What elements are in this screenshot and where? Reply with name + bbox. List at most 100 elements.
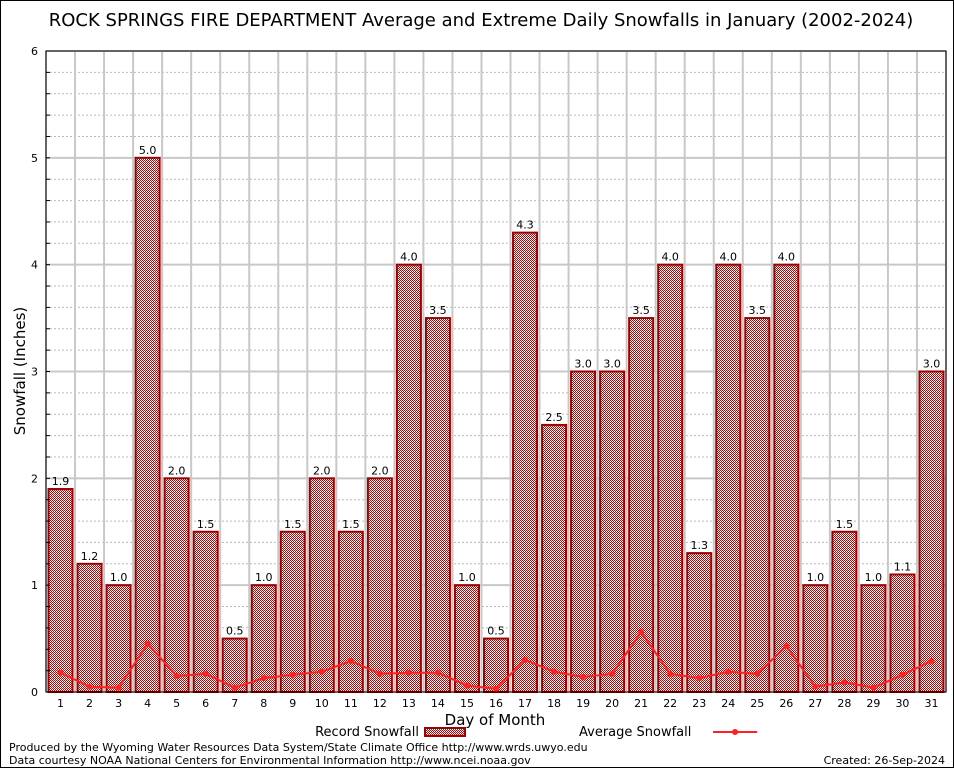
bar-value-label: 3.5 (749, 304, 767, 317)
bar-record-day-21 (628, 317, 655, 693)
bar-record-day-22 (657, 263, 684, 693)
bar-record-day-14 (424, 317, 451, 693)
plot-frame (45, 50, 947, 693)
bar-record-day-16 (483, 637, 509, 693)
bar-record-day-4 (134, 156, 161, 694)
footer-produced: Produced by the Wyoming Water Resources … (9, 741, 588, 754)
bar-record-day-28 (831, 530, 858, 693)
x-tick-label: 1 (57, 697, 64, 710)
bar-value-label: 4.0 (778, 251, 796, 264)
bar-record-day-3 (105, 584, 132, 694)
bar-value-label: 1.3 (690, 539, 708, 552)
bar-record-day-8 (250, 584, 277, 694)
bar-value-label: 4.0 (400, 251, 418, 264)
average-point (493, 685, 499, 692)
y-tick-label: 3 (31, 366, 38, 379)
legend-marker-average (732, 729, 738, 735)
bar-record-day-25 (744, 317, 771, 693)
y-tick-label: 2 (31, 472, 38, 485)
x-tick-label: 2 (86, 697, 93, 710)
x-tick-label: 6 (202, 697, 209, 710)
bar-record-day-9 (279, 530, 306, 693)
x-tick-label: 7 (231, 697, 238, 710)
x-tick-label: 8 (260, 697, 267, 710)
x-tick-label: 20 (605, 697, 619, 710)
x-tick-label: 30 (895, 697, 909, 710)
x-tick-label: 28 (837, 697, 851, 710)
bar-value-label: 2.0 (371, 464, 389, 477)
bar-record-day-13 (395, 263, 422, 693)
bar-value-label: 0.5 (487, 625, 505, 638)
average-point (841, 679, 848, 686)
bar-value-label: 2.0 (313, 464, 331, 477)
average-point (202, 670, 209, 677)
bar-record-day-31 (918, 370, 945, 693)
bar-record-day-12 (366, 477, 393, 694)
bar-value-label: 1.5 (342, 518, 360, 531)
x-tick-label: 31 (924, 697, 938, 710)
bar-record-day-11 (337, 530, 364, 693)
bar-value-label: 1.5 (197, 518, 215, 531)
bar-record-day-10 (308, 477, 335, 694)
x-tick-label: 25 (750, 697, 764, 710)
x-tick-label: 12 (373, 697, 387, 710)
bar-value-label: 1.0 (110, 571, 128, 584)
y-tick-label: 6 (31, 45, 38, 58)
footer-courtesy: Data courtesy NOAA National Centers for … (9, 754, 531, 767)
average-point (870, 684, 877, 691)
x-tick-label: 21 (634, 697, 648, 710)
bar-value-label: 1.0 (255, 571, 273, 584)
average-point (347, 658, 354, 665)
bar-value-label: 3.0 (923, 358, 941, 371)
average-point (376, 670, 383, 677)
bar-record-day-19 (570, 370, 597, 693)
bar-value-label: 5.0 (139, 144, 157, 157)
bar-value-label: 1.2 (81, 550, 99, 563)
average-point (173, 672, 180, 679)
x-tick-label: 27 (808, 697, 822, 710)
bar-record-day-6 (192, 530, 219, 693)
bar-record-day-15 (453, 584, 480, 694)
bar-value-label: 4.3 (516, 219, 534, 232)
average-point (899, 671, 906, 678)
x-tick-label: 14 (431, 697, 445, 710)
legend-label-record: Record Snowfall (315, 725, 419, 740)
x-tick-label: 23 (692, 697, 706, 710)
x-tick-label: 13 (402, 697, 416, 710)
x-tick-label: 18 (547, 697, 561, 710)
bar-value-label: 3.0 (603, 358, 621, 371)
bar-value-label: 1.5 (284, 518, 302, 531)
x-tick-label: 5 (173, 697, 180, 710)
average-point (434, 669, 441, 676)
average-point (231, 684, 238, 691)
x-tick-label: 3 (115, 697, 122, 710)
bar-record-day-18 (541, 423, 568, 693)
y-tick-label: 5 (31, 152, 38, 165)
bar-value-label: 2.0 (168, 464, 186, 477)
legend-swatch-record (424, 727, 466, 737)
x-tick-label: 11 (344, 697, 358, 710)
legend: Record Snowfall Average Snowfall (315, 725, 757, 740)
average-point (144, 640, 151, 647)
bar-value-label: 3.5 (632, 304, 650, 317)
average-point (580, 674, 587, 681)
average-point (783, 643, 790, 650)
y-tick-label: 0 (31, 686, 38, 699)
snowfall-chart: ROCK SPRINGS FIRE DEPARTMENT Average and… (11, 10, 947, 740)
bar-value-label: 1.5 (836, 518, 854, 531)
footer-created: Created: 26-Sep-2024 (823, 754, 945, 767)
average-point (667, 670, 674, 677)
average-point (318, 668, 325, 675)
x-tick-label: 10 (315, 697, 329, 710)
bar-value-label: 1.0 (865, 571, 883, 584)
bar-value-label: 4.0 (661, 251, 679, 264)
average-point (696, 675, 703, 682)
y-axis-label: Snowfall (Inches) (11, 307, 29, 435)
average-point (812, 683, 819, 690)
bar-record-day-17 (512, 231, 539, 693)
average-point (725, 668, 732, 675)
chart-title: ROCK SPRINGS FIRE DEPARTMENT Average and… (49, 10, 913, 31)
bar-value-label: 3.0 (574, 358, 592, 371)
average-point (551, 668, 558, 675)
